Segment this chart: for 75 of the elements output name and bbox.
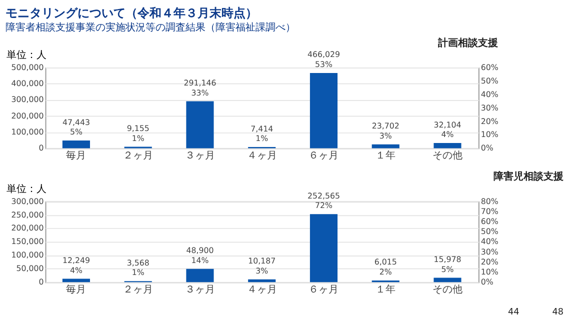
x-tick-label: ６ヶ月 [308, 284, 339, 296]
bar [310, 214, 338, 282]
y-tick-label: 200,000 [11, 111, 44, 120]
bar [186, 101, 214, 148]
x-tick-label: 毎月 [66, 150, 86, 162]
y-tick-label: 50,000 [16, 264, 44, 274]
y2-tick-label: 10% [480, 267, 499, 276]
bar [372, 144, 400, 148]
y-axis-title: 単位：人 [6, 183, 46, 196]
chart-title: モニタリングについて（令和４年３月末時点） [5, 6, 258, 20]
data-label: 466,029 53% [307, 50, 340, 70]
x-tick-label: １年 [376, 283, 396, 296]
x-tick-label: ３ヶ月 [184, 150, 215, 162]
y2-tick-label: 50% [480, 227, 499, 236]
y-tick-label: 500,000 [11, 62, 44, 72]
bar [310, 72, 338, 148]
data-label: 6,015 2% [374, 258, 397, 277]
y2-tick-label: 30% [480, 103, 499, 112]
x-axis-title: 障害児相談支援 [494, 170, 565, 183]
x-tick-label: ６ヶ月 [308, 150, 339, 162]
text: 44 [508, 308, 520, 318]
x-tick-label: ２ヶ月 [123, 284, 154, 296]
x-tick-label: その他 [432, 283, 462, 296]
text: 48 [552, 308, 564, 318]
data-label: 23,702 3% [372, 122, 400, 140]
y2-tick-label: 70% [480, 206, 499, 216]
data-label: 12,249 4% [62, 256, 90, 275]
y2-tick-label: 20% [480, 116, 499, 126]
y2-tick-label: 40% [480, 237, 499, 246]
bar [186, 268, 214, 282]
y-tick-label: 0 [38, 278, 44, 287]
bar [62, 140, 90, 148]
y-tick-label: 100,000 [11, 250, 44, 260]
x-tick-label: ４ヶ月 [246, 284, 277, 296]
data-label: 15,978 5% [434, 255, 462, 274]
y-tick-label: 200,000 [11, 224, 44, 233]
y2-tick-label: 30% [480, 247, 499, 256]
y2-tick-label: 0% [480, 144, 494, 153]
y2-tick-label: 0% [480, 278, 494, 287]
x-axis-title: 計画相談支援 [436, 36, 499, 49]
bar [62, 278, 90, 282]
data-label: 47,443 5% [62, 118, 90, 137]
y-tick-label: 300,000 [11, 95, 44, 104]
x-tick-label: ４ヶ月 [246, 150, 277, 162]
data-label: 48,900 14% [186, 246, 214, 266]
y-tick-label: 0 [38, 144, 44, 153]
y2-tick-label: 60% [480, 62, 499, 72]
bar [434, 278, 462, 282]
x-tick-label: １年 [376, 150, 396, 162]
y-tick-label: 250,000 [11, 210, 44, 220]
y2-tick-label: 50% [480, 76, 499, 86]
y-tick-label: 100,000 [11, 128, 44, 137]
data-label: 291,146 33% [184, 78, 216, 98]
y-axis-title: 単位：人 [6, 49, 46, 62]
data-label: 252,565 72% [307, 191, 340, 210]
data-label: 9,155 1% [126, 124, 150, 143]
data-label: 32,104 4% [434, 120, 462, 140]
data-label: 3,568 1% [126, 258, 150, 278]
data-label: 7,414 1% [250, 124, 274, 144]
y-tick-label: 400,000 [11, 79, 44, 88]
chart-subtitle: 障害者相談支援事業の実施状況等の調査結果（障害福祉課調べ） [5, 22, 296, 34]
bar [248, 279, 276, 282]
y2-tick-label: 10% [480, 130, 499, 140]
x-tick-label: ２ヶ月 [123, 150, 154, 162]
bar [434, 143, 462, 148]
y2-tick-label: 40% [480, 90, 499, 99]
y2-tick-label: 20% [480, 257, 499, 266]
x-tick-label: ３ヶ月 [184, 284, 215, 296]
y-tick-label: 300,000 [11, 196, 44, 206]
x-tick-label: その他 [432, 150, 462, 162]
data-label: 10,187 3% [248, 256, 276, 276]
x-tick-label: 毎月 [66, 283, 86, 296]
y2-tick-label: 60% [480, 217, 499, 226]
y-tick-label: 150,000 [11, 237, 44, 246]
y2-tick-label: 80% [480, 196, 499, 206]
